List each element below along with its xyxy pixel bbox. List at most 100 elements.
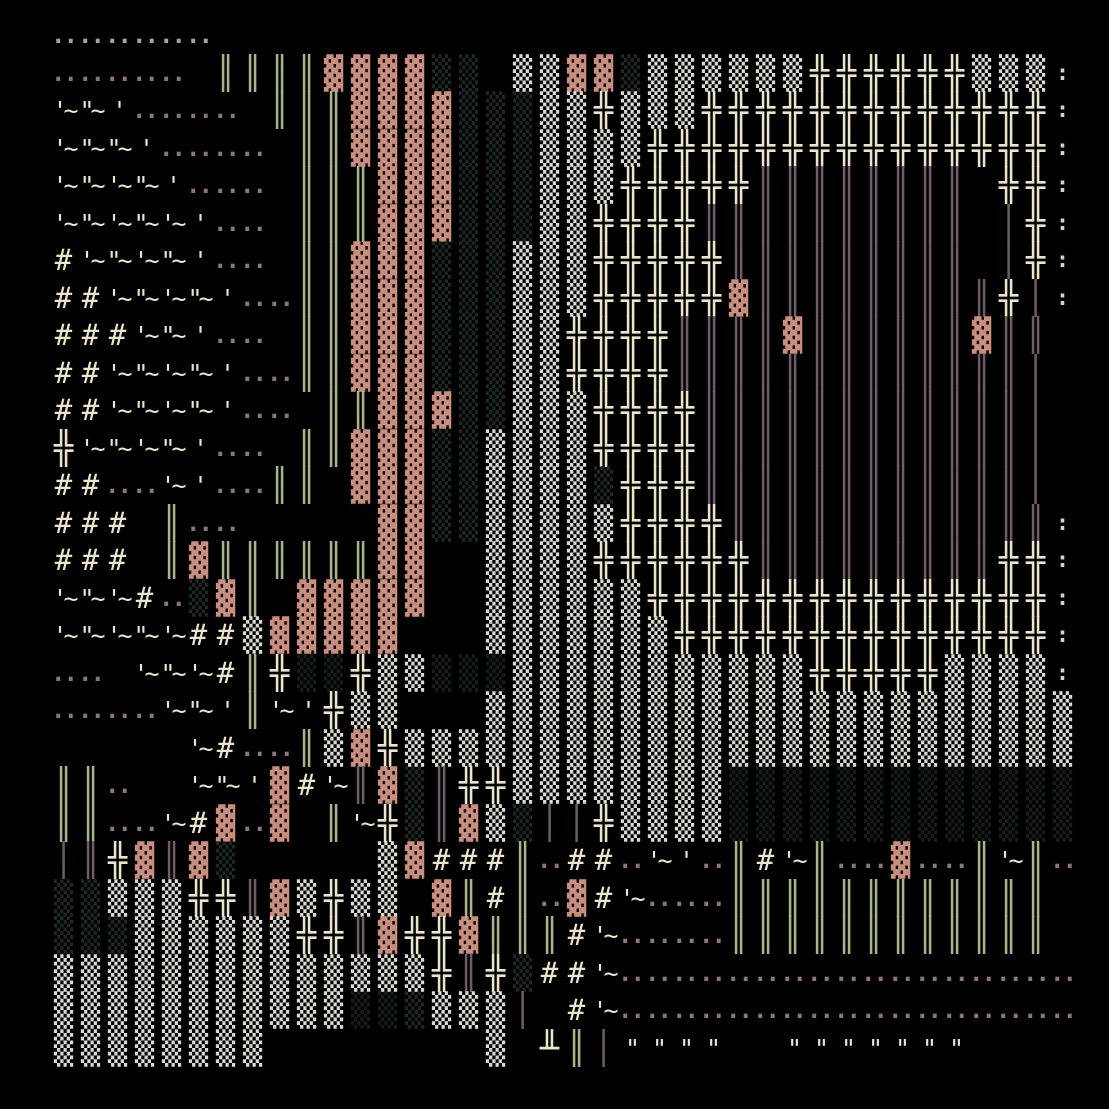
dark-dotted-floor-tile[interactable]: ▒ xyxy=(512,128,533,167)
cream-cross-tile[interactable]: ╬ xyxy=(485,953,506,992)
purple-double-bar-tile[interactable]: ║ xyxy=(890,428,911,467)
green-double-bar-tile[interactable]: ║ xyxy=(269,91,290,129)
cream-cross-tile[interactable]: ╬ xyxy=(620,391,641,429)
pink-rough-wall-tile[interactable]: ▓ xyxy=(377,203,398,242)
pink-rough-wall-tile[interactable]: ▓ xyxy=(296,578,317,617)
pink-rough-wall-tile[interactable]: ▓ xyxy=(404,466,425,504)
pink-rough-wall-tile[interactable]: ▓ xyxy=(350,241,371,279)
purple-double-bar-tile[interactable]: ║ xyxy=(728,353,749,392)
wave-grass-tile[interactable]: '~ xyxy=(781,846,807,875)
colon-edge-tile[interactable]: : xyxy=(1055,210,1070,236)
cream-cross-tile[interactable]: ╬ xyxy=(890,128,911,167)
light-dotted-floor-tile[interactable]: ▒ xyxy=(539,128,560,167)
dark-dotted-floor-tile[interactable]: ▒ xyxy=(431,278,452,317)
faint-dark-floor-tile[interactable]: ▒ xyxy=(836,803,857,842)
purple-double-bar-tile[interactable]: ║ xyxy=(809,278,830,317)
pink-rough-wall-tile[interactable]: ▓ xyxy=(269,616,290,654)
green-double-bar-tile[interactable]: ║ xyxy=(296,316,317,354)
cream-cross-tile[interactable]: ╬ xyxy=(890,653,911,692)
light-dotted-floor-tile[interactable]: ▒ xyxy=(107,878,128,917)
cream-cross-tile[interactable]: ╬ xyxy=(377,803,398,842)
cream-cross-tile[interactable]: ╬ xyxy=(782,578,803,617)
light-dotted-floor-tile[interactable]: ▒ xyxy=(566,391,587,429)
quote-grass-tile[interactable]: ' xyxy=(192,471,208,500)
purple-dots-tile[interactable]: .. xyxy=(240,133,267,162)
purple-double-bar-tile[interactable]: ║ xyxy=(701,466,722,504)
purple-single-bar-tile[interactable]: │ xyxy=(566,803,587,842)
cream-cross-tile[interactable]: ╬ xyxy=(782,128,803,167)
hash-rock-tile[interactable]: # xyxy=(108,505,127,540)
wave-grass-tile[interactable]: "~ xyxy=(160,246,186,275)
light-dotted-floor-tile[interactable]: ▒ xyxy=(512,578,533,617)
double-quote-grass-tile[interactable]: " xyxy=(921,1033,937,1063)
wave-grass-tile[interactable]: '~ xyxy=(52,208,78,238)
purple-dots-tile[interactable]: .. xyxy=(132,471,159,499)
pink-rough-wall-tile[interactable]: ▓ xyxy=(431,128,452,167)
pink-rough-wall-tile[interactable]: ▓ xyxy=(323,53,344,92)
cream-cross-tile[interactable]: ╬ xyxy=(674,541,695,579)
wave-grass-tile[interactable]: '~ xyxy=(268,696,294,725)
faint-dark-floor-tile[interactable]: ▒ xyxy=(917,803,938,842)
quote-grass-tile[interactable]: ' xyxy=(192,208,208,238)
purple-dots-tile[interactable]: .. xyxy=(699,996,726,1024)
green-double-bar-tile[interactable]: ║ xyxy=(944,878,965,917)
cream-cross-tile[interactable]: ╬ xyxy=(647,166,668,204)
cream-cross-tile[interactable]: ╬ xyxy=(674,203,695,242)
purple-double-bar-tile[interactable]: ║ xyxy=(782,466,803,504)
light-dotted-floor-tile[interactable]: ▒ xyxy=(647,653,668,692)
cream-cross-tile[interactable]: ╬ xyxy=(701,128,722,167)
quote-grass-tile[interactable]: ' xyxy=(219,358,235,388)
green-double-bar-tile[interactable]: ║ xyxy=(296,541,317,579)
dark-dotted-floor-tile[interactable]: ▒ xyxy=(512,91,533,129)
faint-dark-floor-tile[interactable]: ▒ xyxy=(458,653,479,692)
light-dotted-floor-tile[interactable]: ▒ xyxy=(539,616,560,654)
purple-dots-tile[interactable]: .. xyxy=(159,96,186,124)
wave-grass-tile[interactable]: "~ xyxy=(133,358,159,388)
purple-dots-tile[interactable]: .. xyxy=(753,996,780,1024)
light-dotted-floor-tile[interactable]: ▒ xyxy=(215,991,236,1029)
light-dotted-floor-tile[interactable]: ▒ xyxy=(755,653,776,692)
light-dotted-floor-tile[interactable]: ▒ xyxy=(242,953,263,992)
green-double-bar-tile[interactable]: ║ xyxy=(512,878,533,917)
cream-cross-tile[interactable]: ╬ xyxy=(593,241,614,279)
light-dotted-floor-tile[interactable]: ▒ xyxy=(701,691,722,729)
light-dotted-floor-tile[interactable]: ▒ xyxy=(890,728,911,767)
green-double-bar-tile[interactable]: ║ xyxy=(917,878,938,917)
pink-rough-wall-tile[interactable]: ▓ xyxy=(350,316,371,354)
cream-cross-tile[interactable]: ╬ xyxy=(1025,578,1046,617)
purple-double-bar-tile[interactable]: ║ xyxy=(809,541,830,579)
green-double-bar-tile[interactable]: ║ xyxy=(296,128,317,167)
dark-dotted-floor-tile[interactable]: ▒ xyxy=(620,53,641,92)
cream-cross-tile[interactable]: ╬ xyxy=(647,503,668,542)
purple-double-bar-tile[interactable]: ║ xyxy=(728,203,749,242)
pink-rough-wall-tile[interactable]: ▓ xyxy=(377,541,398,579)
green-double-bar-tile[interactable]: ║ xyxy=(971,878,992,917)
light-dotted-floor-tile[interactable]: ▒ xyxy=(161,953,182,992)
light-dotted-floor-tile[interactable]: ▒ xyxy=(377,691,398,729)
light-dotted-floor-tile[interactable]: ▒ xyxy=(1025,728,1046,767)
green-double-bar-tile[interactable]: ║ xyxy=(350,166,371,204)
light-dotted-floor-tile[interactable]: ▒ xyxy=(161,1028,182,1067)
hash-rock-tile[interactable]: # xyxy=(81,505,100,540)
purple-double-bar-tile[interactable]: ║ xyxy=(998,466,1019,504)
light-dotted-floor-tile[interactable]: ▒ xyxy=(566,91,587,129)
purple-double-bar-tile[interactable]: ║ xyxy=(431,803,452,842)
cream-cross-tile[interactable]: ╬ xyxy=(701,241,722,279)
light-dotted-floor-tile[interactable]: ▒ xyxy=(512,541,533,579)
wave-grass-tile[interactable]: '~ xyxy=(160,208,186,238)
light-dotted-floor-tile[interactable]: ▒ xyxy=(161,916,182,954)
light-dotted-floor-tile[interactable]: ▒ xyxy=(620,128,641,167)
pink-rough-wall-tile[interactable]: ▓ xyxy=(593,53,614,92)
light-dotted-floor-tile[interactable]: ▒ xyxy=(539,766,560,804)
cream-cross-tile[interactable]: ╬ xyxy=(728,128,749,167)
purple-double-bar-tile[interactable]: ║ xyxy=(701,316,722,354)
purple-double-bar-tile[interactable]: ║ xyxy=(701,203,722,242)
wave-grass-tile[interactable]: "~ xyxy=(79,208,105,238)
light-dotted-floor-tile[interactable]: ▒ xyxy=(998,728,1019,767)
faint-dark-floor-tile[interactable]: ▒ xyxy=(917,766,938,804)
purple-double-bar-tile[interactable]: ║ xyxy=(917,241,938,279)
wave-grass-tile[interactable]: "~ xyxy=(160,658,186,688)
dark-dotted-floor-tile[interactable]: ▒ xyxy=(485,166,506,204)
cream-cross-tile[interactable]: ╬ xyxy=(917,128,938,167)
dark-dotted-floor-tile[interactable]: ▒ xyxy=(404,766,425,804)
